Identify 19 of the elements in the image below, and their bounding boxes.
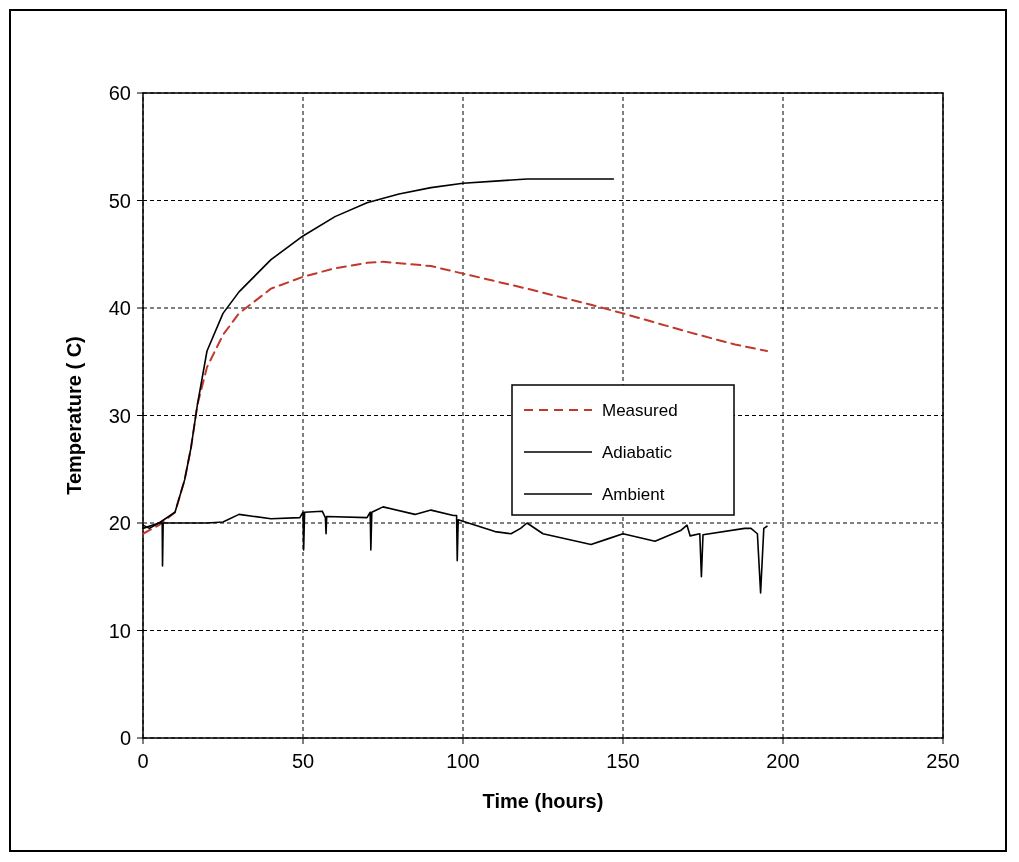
legend-label: Measured xyxy=(602,400,678,420)
legend-label: Ambient xyxy=(602,484,665,504)
y-tick-label: 60 xyxy=(108,82,131,104)
y-tick-label: 30 xyxy=(108,404,131,427)
y-tick-label: 0 xyxy=(119,727,131,749)
y-axis-title: Temperature ( C) xyxy=(63,336,85,495)
y-tick-label: 40 xyxy=(108,297,131,319)
legend-label: Adiabatic xyxy=(602,442,673,462)
line-series xyxy=(142,260,768,535)
x-tick-label: 150 xyxy=(606,750,640,772)
x-tick-label: 50 xyxy=(291,750,315,772)
y-tick-label: 20 xyxy=(108,512,131,534)
x-tick-label: 250 xyxy=(926,750,960,772)
x-tick-label: 100 xyxy=(446,750,480,772)
x-axis-title: Time (hours) xyxy=(482,790,604,812)
x-tick-label: 0 xyxy=(137,750,149,772)
y-tick-label: 10 xyxy=(108,619,131,642)
y-tick-label: 50 xyxy=(108,189,131,212)
x-tick-label: 200 xyxy=(766,750,800,772)
